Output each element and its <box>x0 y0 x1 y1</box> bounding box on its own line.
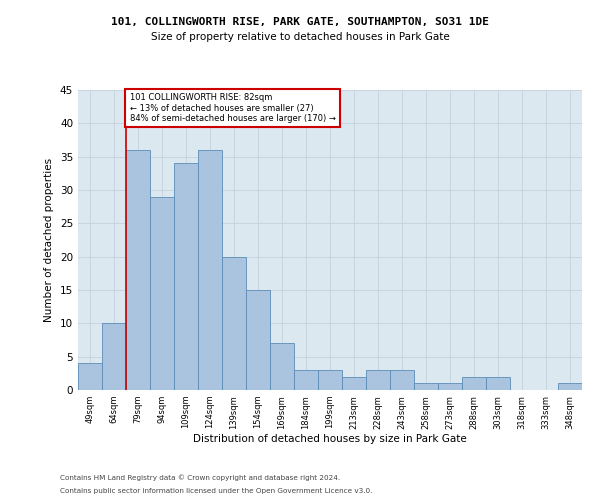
Bar <box>342 376 366 390</box>
Bar <box>294 370 318 390</box>
Bar <box>150 196 174 390</box>
Text: Size of property relative to detached houses in Park Gate: Size of property relative to detached ho… <box>151 32 449 42</box>
Text: Contains public sector information licensed under the Open Government Licence v3: Contains public sector information licen… <box>60 488 373 494</box>
Bar <box>78 364 102 390</box>
Text: Contains HM Land Registry data © Crown copyright and database right 2024.: Contains HM Land Registry data © Crown c… <box>60 474 340 481</box>
Bar <box>318 370 342 390</box>
Text: 101 COLLINGWORTH RISE: 82sqm
← 13% of detached houses are smaller (27)
84% of se: 101 COLLINGWORTH RISE: 82sqm ← 13% of de… <box>130 94 335 123</box>
Bar <box>390 370 414 390</box>
Bar <box>198 150 222 390</box>
Bar <box>270 344 294 390</box>
Bar <box>102 324 126 390</box>
Text: 101, COLLINGWORTH RISE, PARK GATE, SOUTHAMPTON, SO31 1DE: 101, COLLINGWORTH RISE, PARK GATE, SOUTH… <box>111 18 489 28</box>
Bar <box>246 290 270 390</box>
Bar <box>366 370 390 390</box>
Bar <box>174 164 198 390</box>
X-axis label: Distribution of detached houses by size in Park Gate: Distribution of detached houses by size … <box>193 434 467 444</box>
Bar <box>414 384 438 390</box>
Bar <box>126 150 150 390</box>
Bar <box>462 376 486 390</box>
Bar <box>486 376 510 390</box>
Y-axis label: Number of detached properties: Number of detached properties <box>44 158 55 322</box>
Bar <box>558 384 582 390</box>
Bar <box>438 384 462 390</box>
Bar <box>222 256 246 390</box>
